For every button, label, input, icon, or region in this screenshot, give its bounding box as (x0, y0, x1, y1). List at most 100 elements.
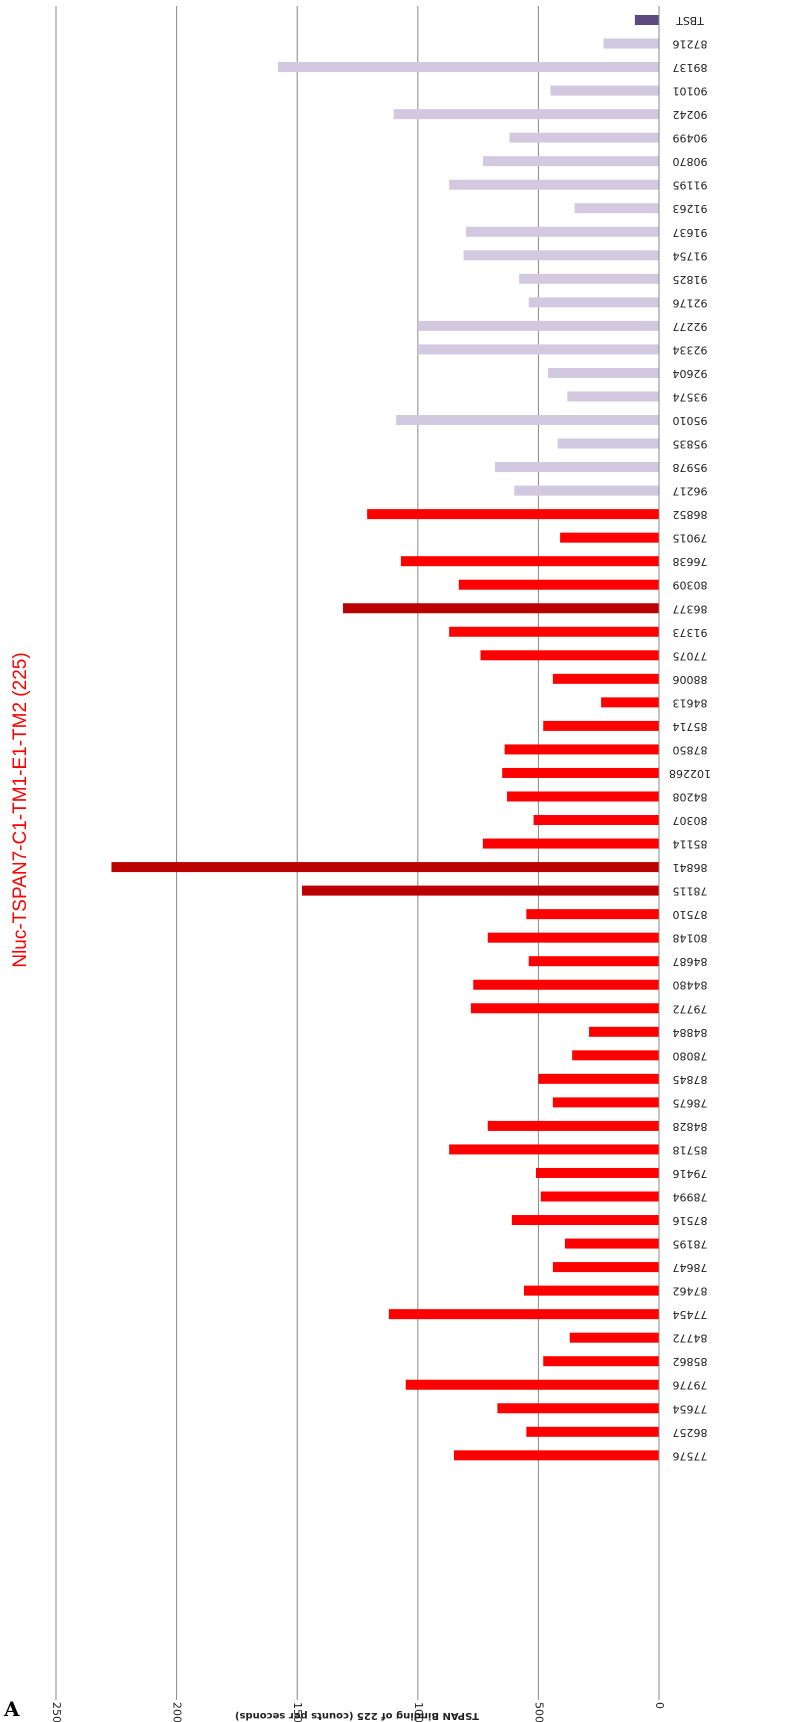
category-label: 87845 (673, 1073, 708, 1086)
bar (505, 744, 659, 754)
category-label: 85714 (673, 720, 708, 733)
bar (635, 15, 659, 25)
category-label: 84613 (673, 696, 708, 709)
category-label: 87510 (673, 908, 708, 921)
chart-title: Nluc-TSPAN7-C1-TM1-E1-TM2 (225) (10, 652, 31, 967)
bar (565, 1239, 659, 1249)
bar (560, 533, 659, 543)
bar (278, 62, 659, 72)
category-label: 79015 (673, 532, 708, 545)
panel-label: A (3, 1697, 20, 1721)
value-tick-label: 250000 (50, 1702, 63, 1722)
category-label: 78994 (673, 1191, 708, 1204)
bar (514, 486, 659, 496)
bar (601, 697, 659, 707)
category-label: 87516 (673, 1214, 708, 1227)
bar (394, 109, 659, 119)
category-label: 91263 (673, 202, 708, 215)
category-label: 84884 (673, 1026, 708, 1039)
bar (449, 180, 659, 190)
bar (538, 1074, 659, 1084)
category-label: 91825 (673, 273, 708, 286)
category-label: 77576 (673, 1449, 708, 1462)
category-label: 77454 (673, 1308, 708, 1321)
category-label: 87216 (673, 38, 708, 51)
bar (529, 297, 659, 307)
category-label: 87850 (673, 743, 708, 756)
category-label: 78115 (673, 885, 708, 898)
bar (483, 156, 659, 166)
category-label: 92334 (673, 343, 708, 356)
category-label: 95978 (673, 461, 708, 474)
category-label: 91754 (673, 249, 708, 262)
category-label: 87462 (673, 1285, 708, 1298)
bar (567, 391, 659, 401)
bar (488, 933, 659, 943)
bar (466, 227, 659, 237)
category-label: 96217 (673, 485, 708, 498)
category-label: 77654 (673, 1402, 708, 1415)
bar (512, 1215, 659, 1225)
category-label: 90499 (673, 132, 708, 145)
category-label: 92604 (673, 367, 708, 380)
category-label: 80148 (673, 932, 708, 945)
category-label: 78647 (673, 1261, 708, 1274)
category-label: 80307 (673, 814, 708, 827)
category-label: 91637 (673, 226, 708, 239)
bar (575, 203, 659, 213)
bars (111, 15, 659, 1460)
category-label: 84208 (673, 790, 708, 803)
bar (526, 1427, 659, 1437)
bar (471, 1003, 659, 1013)
category-label: 88006 (673, 673, 708, 686)
bar (589, 1027, 659, 1037)
bar (509, 133, 659, 143)
category-label: 95010 (673, 414, 708, 427)
bar (497, 1403, 659, 1413)
bar (541, 1192, 659, 1202)
bar (553, 1097, 659, 1107)
category-label: 86257 (673, 1426, 708, 1439)
bar (367, 509, 659, 519)
category-label: 91373 (673, 626, 708, 639)
bar (495, 462, 659, 472)
bar (570, 1333, 659, 1343)
category-label: 85114 (673, 838, 708, 851)
category-labels: TBST872168913790101902429049990870911959… (669, 14, 711, 1462)
bar (449, 1144, 659, 1154)
bar (526, 909, 659, 919)
category-label: 84772 (673, 1332, 708, 1345)
bar (553, 674, 659, 684)
bar (454, 1450, 659, 1460)
bar (519, 274, 659, 284)
bar (507, 791, 659, 801)
bar (396, 415, 659, 425)
category-label: 85718 (673, 1143, 708, 1156)
bar (406, 1380, 659, 1390)
value-tick-label: 200000 (171, 1702, 184, 1722)
category-label: 102268 (669, 767, 711, 780)
bar (529, 956, 659, 966)
category-label: 79776 (673, 1379, 708, 1392)
bar (524, 1286, 659, 1296)
bar (572, 1050, 659, 1060)
category-label: 90101 (673, 85, 708, 98)
bar (302, 886, 659, 896)
category-label: 84828 (673, 1120, 708, 1133)
bar (534, 815, 659, 825)
bar (418, 344, 659, 354)
category-label: 86377 (673, 602, 708, 615)
category-label: 93574 (673, 390, 708, 403)
category-label: 86841 (673, 861, 708, 874)
bar (483, 839, 659, 849)
bar (536, 1168, 659, 1178)
category-label: 78080 (673, 1049, 708, 1062)
category-label: 79416 (673, 1167, 708, 1180)
category-label: 84687 (673, 955, 708, 968)
bar (604, 39, 659, 49)
category-label: 92176 (673, 296, 708, 309)
bar (488, 1121, 659, 1131)
bar (459, 580, 659, 590)
bar (543, 721, 659, 731)
